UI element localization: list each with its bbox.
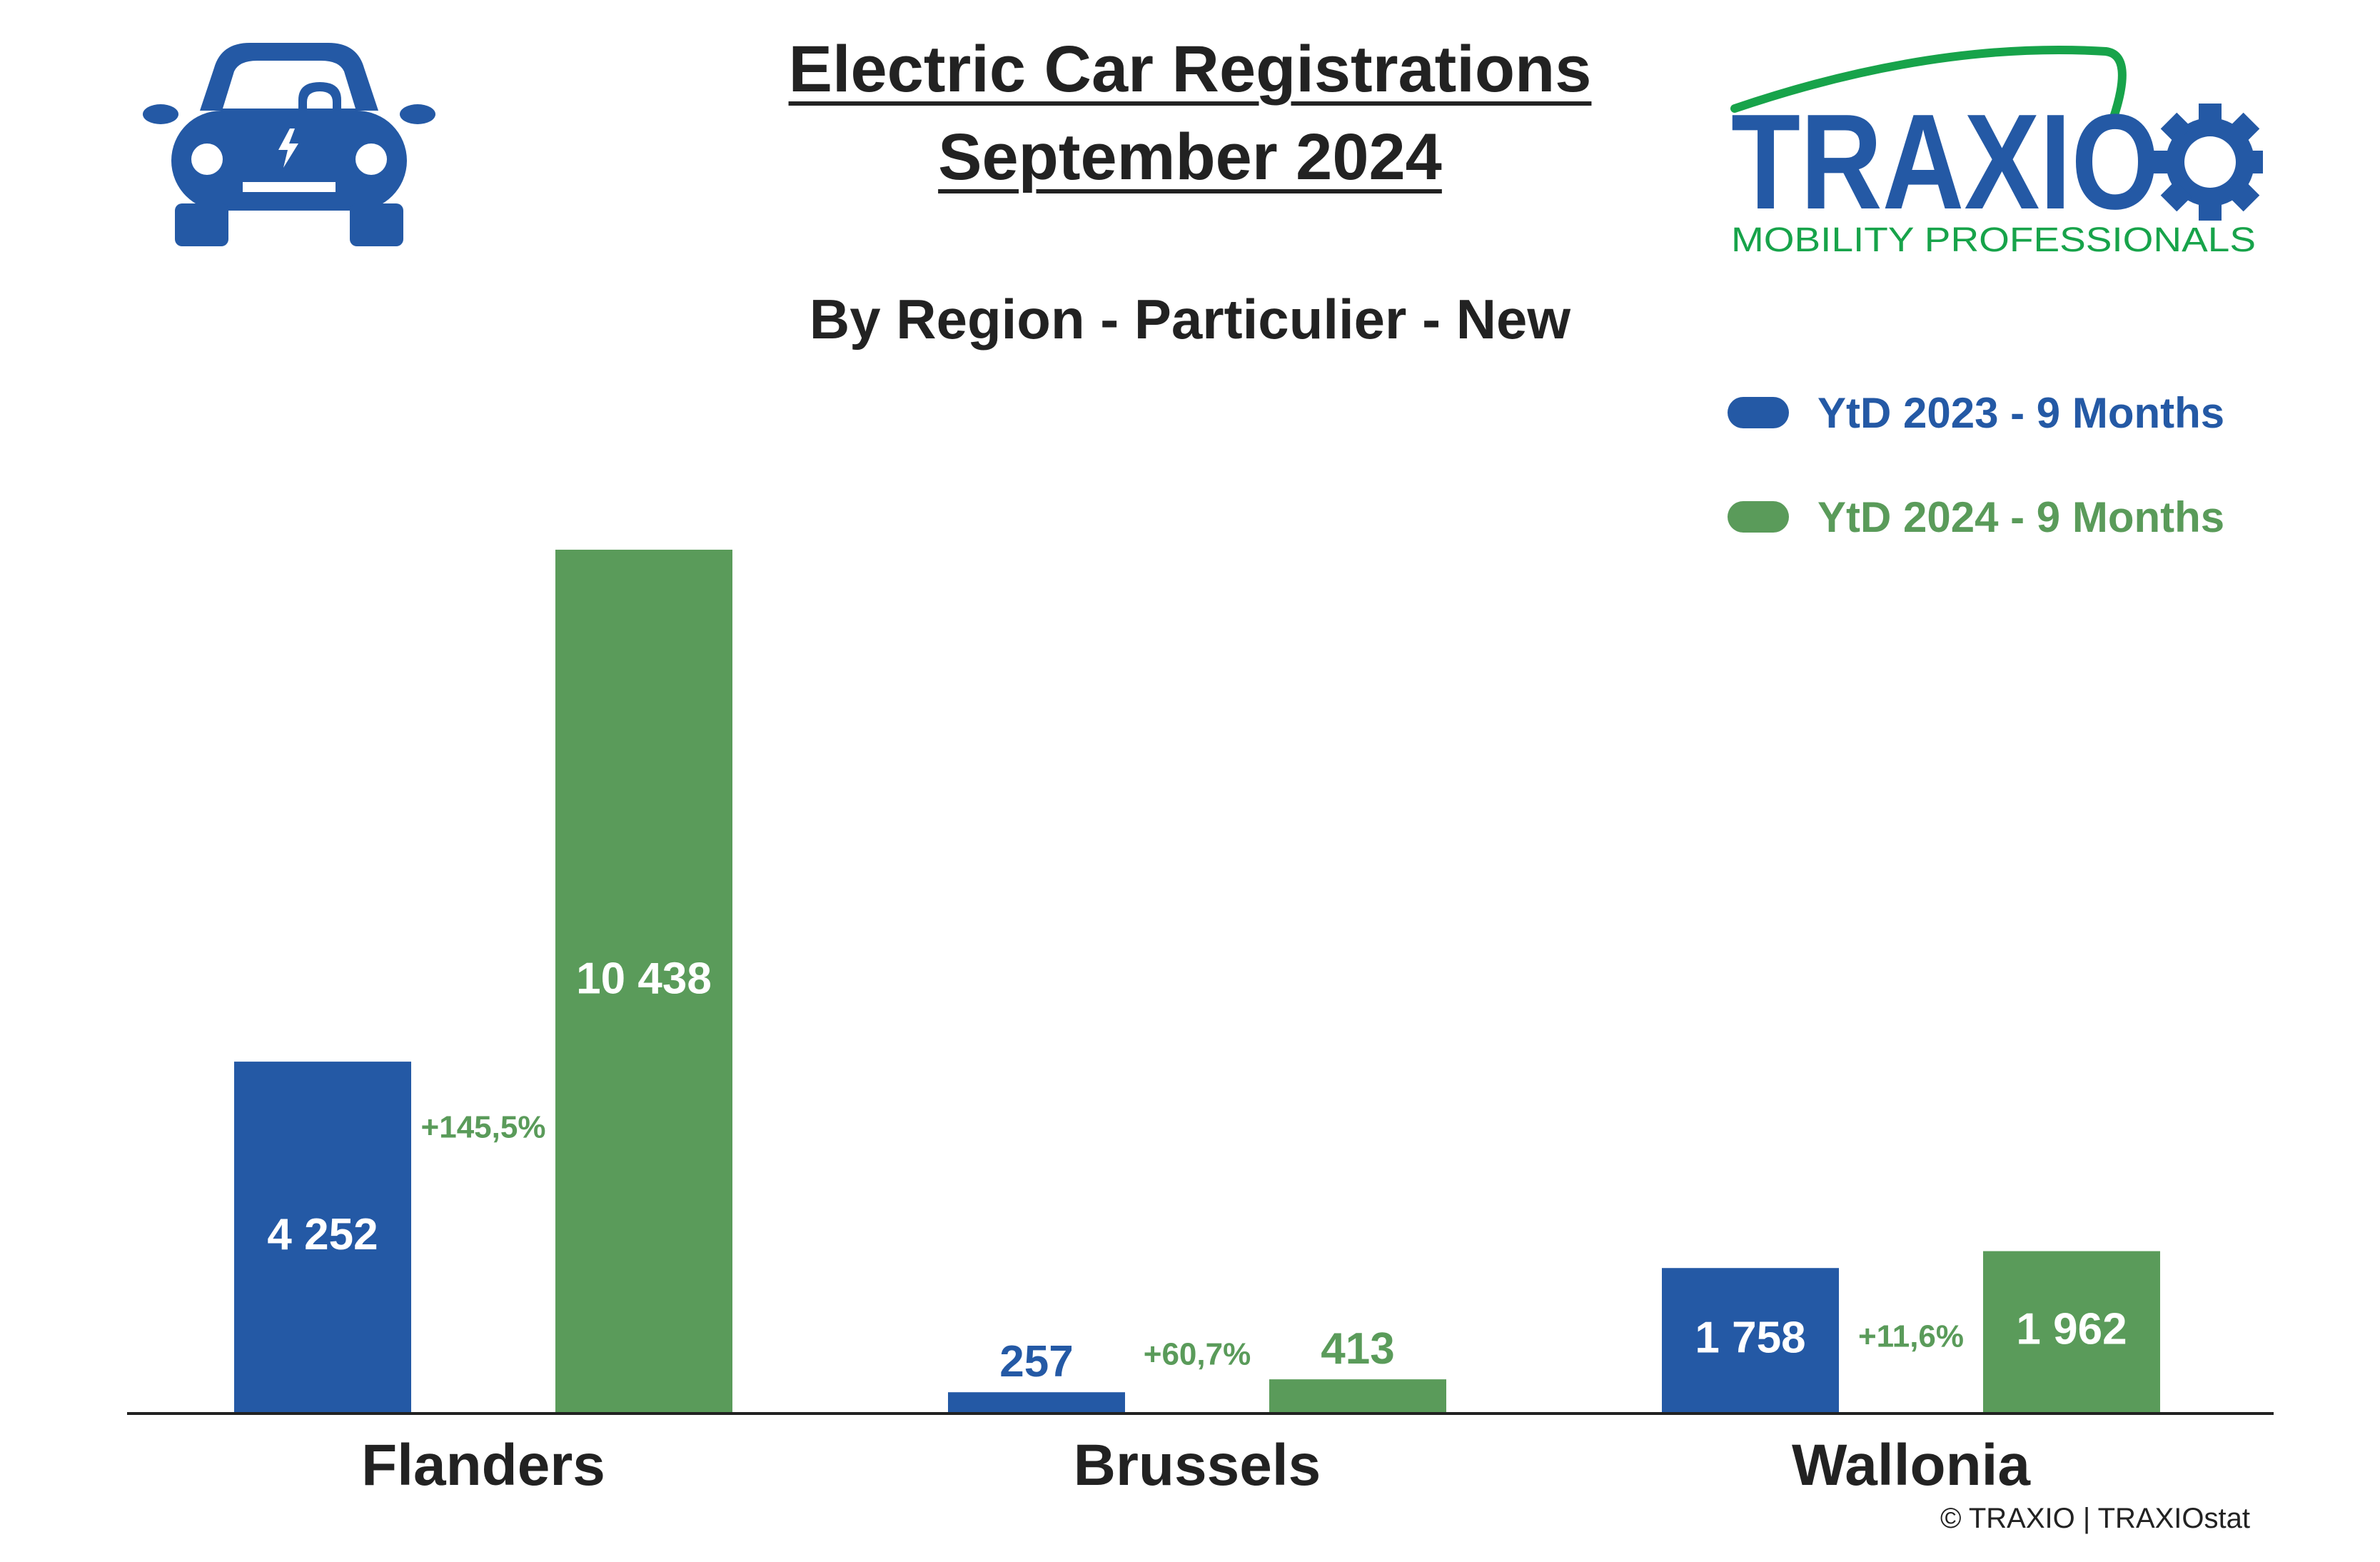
logo-tagline-text: MOBILITY PROFESSIONALS [1731, 221, 2256, 259]
data-label-flanders-series-2: 10 438 [576, 954, 712, 1003]
legend-item-2024: YtD 2024 - 9 Months [1728, 485, 2224, 549]
category-label-wallonia: Wallonia [1792, 1433, 2031, 1498]
chart-subtitle: By Region - Particulier - New [809, 288, 1571, 351]
legend-swatch-2024 [1728, 501, 1789, 533]
data-label-wallonia-series-2: 1 962 [2016, 1305, 2127, 1354]
legend-swatch-2023 [1728, 397, 1789, 428]
electric-car-icon [143, 43, 435, 246]
data-label-brussels-series-1: 257 [999, 1337, 1073, 1386]
logo-brand-text: TRAXIO [1731, 86, 2159, 238]
legend-label-2024: YtD 2024 - 9 Months [1817, 493, 2225, 541]
data-label-flanders-series-1: 4 252 [267, 1210, 378, 1259]
bar-brussels-series-2 [1269, 1379, 1446, 1414]
chart-title-line-2: September 2024 [938, 121, 1442, 193]
chart-title-line-1: Electric Car Registrations [788, 33, 1592, 106]
data-label-wallonia-series-1: 1 758 [1695, 1313, 1805, 1362]
growth-label-brussels: +60,7% [1144, 1337, 1251, 1372]
category-label-brussels: Brussels [1074, 1433, 1321, 1498]
bar-flanders-series-1 [234, 1062, 411, 1414]
growth-label-flanders: +145,5% [421, 1110, 546, 1145]
traxio-logo: TRAXIO MOBILITY PROFESSIONALS [1730, 45, 2263, 259]
data-label-brussels-series-2: 413 [1321, 1324, 1394, 1374]
bar-wallonia-series-2 [1983, 1251, 2160, 1414]
bar-flanders-series-2 [555, 550, 732, 1414]
legend-item-2023: YtD 2023 - 9 Months [1728, 381, 2224, 445]
gear-icon [2152, 104, 2263, 221]
bar-brussels-series-1 [948, 1392, 1125, 1414]
category-label-flanders: Flanders [361, 1433, 605, 1498]
bar-wallonia-series-1 [1662, 1268, 1839, 1414]
legend-label-2023: YtD 2023 - 9 Months [1817, 388, 2225, 437]
growth-label-wallonia: +11,6% [1858, 1319, 1964, 1354]
copyright-text: © TRAXIO | TRAXIOstat [1940, 1503, 2250, 1534]
